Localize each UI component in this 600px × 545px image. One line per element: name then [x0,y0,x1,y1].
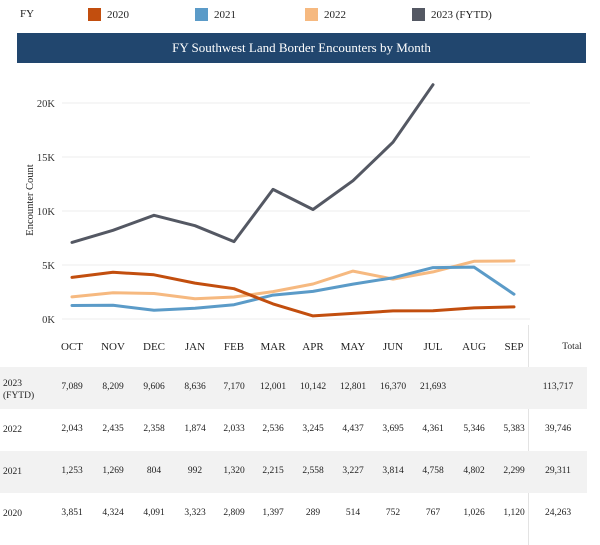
table-cell: 8,209 [91,382,135,392]
table-cell: 2,043 [50,424,94,434]
table-cell: 3,814 [371,466,415,476]
legend-item-2022[interactable]: 2022 [305,8,346,21]
table-cell: 992 [173,466,217,476]
table-cell: 4,437 [331,424,375,434]
table-cell: 804 [132,466,176,476]
row-label-year: 2023 [3,378,34,390]
row-label-year: 2020 [3,508,22,520]
legend-swatch-2021 [195,8,208,21]
table-cell: 12,801 [331,382,375,392]
legend-text-2020: 2020 [107,9,129,21]
row-total: 24,263 [533,508,583,518]
legend-swatch-2023 [412,8,425,21]
table-cell: 10,142 [291,382,335,392]
month-header: JUN [373,341,413,353]
table-cell: 2,558 [291,466,335,476]
table-cell: 3,227 [331,466,375,476]
row-label: 2023(FYTD) [3,378,34,402]
series-line-2023 [72,85,433,243]
table-cell: 4,758 [411,466,455,476]
table-cell: 4,324 [91,508,135,518]
legend: FY 2020 2021 2022 2023 (FYTD) [0,0,600,28]
y-tick-label: 5K [42,261,55,272]
month-header: AUG [454,341,494,353]
table-cell: 7,089 [50,382,94,392]
total-header: Total [550,342,594,352]
legend-text-2021: 2021 [214,9,236,21]
table-cell: 1,874 [173,424,217,434]
table-cell: 1,269 [91,466,135,476]
month-header: APR [293,341,333,353]
table-cell: 1,397 [251,508,295,518]
table-cell: 7,170 [212,382,256,392]
table-cell: 5,346 [452,424,496,434]
table-cell: 3,851 [50,508,94,518]
table-cell: 3,695 [371,424,415,434]
table-cell: 289 [291,508,335,518]
y-tick-label: 15K [37,153,56,164]
table-cell: 752 [371,508,415,518]
row-label: 2021 [3,466,22,478]
row-label-year: 2021 [3,466,22,478]
row-total: 39,746 [533,424,583,434]
table-cell: 21,693 [411,382,455,392]
table-cell: 9,606 [132,382,176,392]
month-header: JAN [175,341,215,353]
table-cell: 1,253 [50,466,94,476]
month-header: FEB [214,341,254,353]
legend-text-2023: 2023 (FYTD) [431,9,492,21]
table-cell: 1,120 [492,508,536,518]
table-cell: 2,033 [212,424,256,434]
row-total: 29,311 [533,466,583,476]
month-header: JUL [413,341,453,353]
y-tick-label: 20K [37,99,56,110]
legend-item-2021[interactable]: 2021 [195,8,236,21]
month-header: OCT [52,341,92,353]
table-cell: 1,026 [452,508,496,518]
row-label-year: 2022 [3,424,22,436]
table-cell: 3,245 [291,424,335,434]
row-label-suffix: (FYTD) [3,390,34,402]
month-header: MAY [333,341,373,353]
table-cell: 2,809 [212,508,256,518]
legend-swatch-2020 [88,8,101,21]
table-cell: 16,370 [371,382,415,392]
y-tick-label: 10K [37,207,56,218]
row-label: 2020 [3,508,22,520]
month-header: MAR [253,341,293,353]
row-total: 113,717 [533,382,583,392]
table-cell: 2,215 [251,466,295,476]
legend-text-2022: 2022 [324,9,346,21]
table-cell: 4,802 [452,466,496,476]
legend-item-2023[interactable]: 2023 (FYTD) [412,8,492,21]
y-tick-label: 0K [42,315,55,325]
table-cell: 5,383 [492,424,536,434]
row-label: 2022 [3,424,22,436]
table-cell: 12,001 [251,382,295,392]
table-cell: 4,091 [132,508,176,518]
legend-item-2020[interactable]: 2020 [88,8,129,21]
table-cell: 4,361 [411,424,455,434]
y-axis-label: Encounter Count [25,164,36,236]
table-cell: 2,358 [132,424,176,434]
table-cell: 767 [411,508,455,518]
table-cell: 1,320 [212,466,256,476]
legend-swatch-2022 [305,8,318,21]
chart-title: FY Southwest Land Border Encounters by M… [17,33,586,63]
month-header: DEC [134,341,174,353]
table-cell: 514 [331,508,375,518]
legend-label: FY [20,8,34,20]
table-cell: 2,536 [251,424,295,434]
table-cell: 8,636 [173,382,217,392]
table-cell: 3,323 [173,508,217,518]
month-header: NOV [93,341,133,353]
line-chart: 0K 5K 10K 15K 20K Encounter Count [0,63,600,325]
table-cell: 2,299 [492,466,536,476]
table-cell: 2,435 [91,424,135,434]
